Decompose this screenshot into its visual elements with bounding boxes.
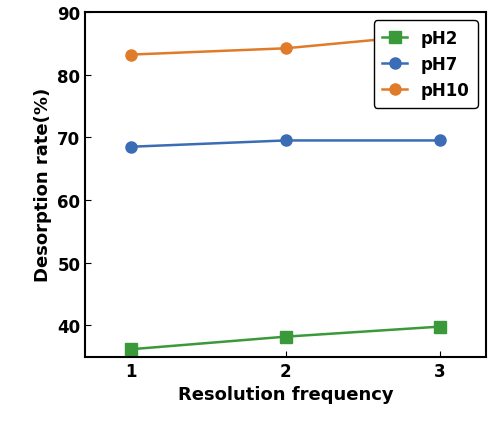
X-axis label: Resolution frequency: Resolution frequency — [178, 385, 393, 403]
pH2 — [437, 324, 443, 329]
Line: pH2: pH2 — [126, 321, 445, 355]
pH10 — [437, 32, 443, 37]
Y-axis label: Desorption rate(%): Desorption rate(%) — [34, 88, 52, 282]
pH2 — [283, 334, 289, 339]
pH10 — [283, 46, 289, 52]
pH7 — [437, 138, 443, 144]
Legend: pH2, pH7, pH10: pH2, pH7, pH10 — [374, 21, 477, 108]
Line: pH7: pH7 — [126, 135, 445, 153]
pH7 — [128, 145, 134, 150]
pH7 — [283, 138, 289, 144]
Line: pH10: pH10 — [126, 29, 445, 61]
pH2 — [128, 347, 134, 352]
pH10 — [128, 53, 134, 58]
